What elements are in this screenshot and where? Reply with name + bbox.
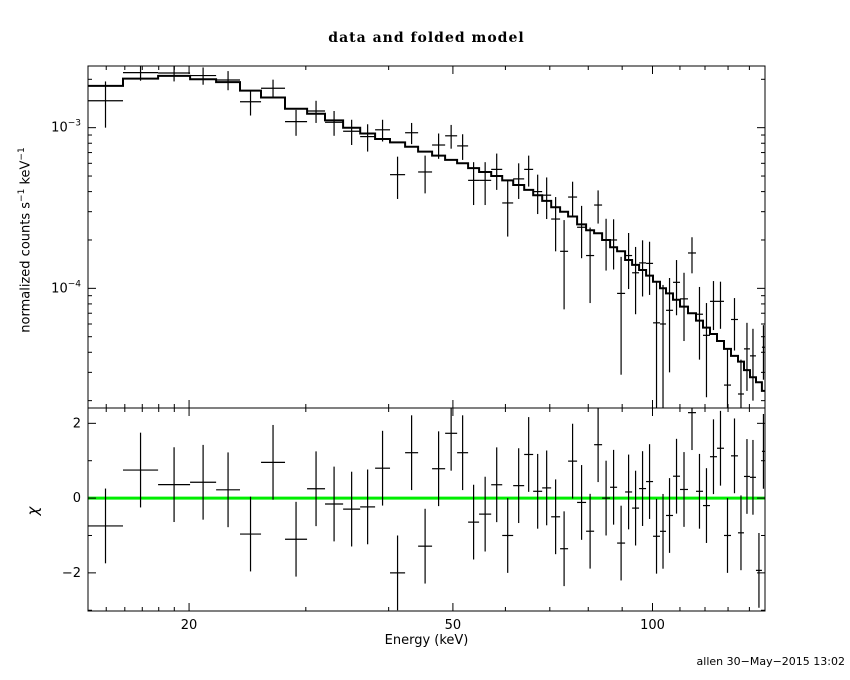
y-tick-label: 10−4 xyxy=(51,279,81,296)
residual-tick-label: 0 xyxy=(73,491,81,506)
residual-tick-label: −2 xyxy=(62,566,81,581)
panel-frames xyxy=(87,65,766,612)
x-axis-label: Energy (keV) xyxy=(384,633,469,648)
data-points xyxy=(88,66,765,408)
y-tick-label: 10−3 xyxy=(51,119,81,136)
timestamp: allen 30−May−2015 13:02 xyxy=(696,655,845,668)
x-tick-label: 100 xyxy=(640,618,665,633)
residual-tick-label: 2 xyxy=(73,416,81,431)
model-histogram xyxy=(88,74,765,392)
x-tick-label: 50 xyxy=(445,618,462,633)
plot-title: data and folded model xyxy=(328,30,525,46)
axis-ticks xyxy=(88,66,765,611)
x-tick-label: 20 xyxy=(181,618,198,633)
residual-points xyxy=(88,408,765,611)
